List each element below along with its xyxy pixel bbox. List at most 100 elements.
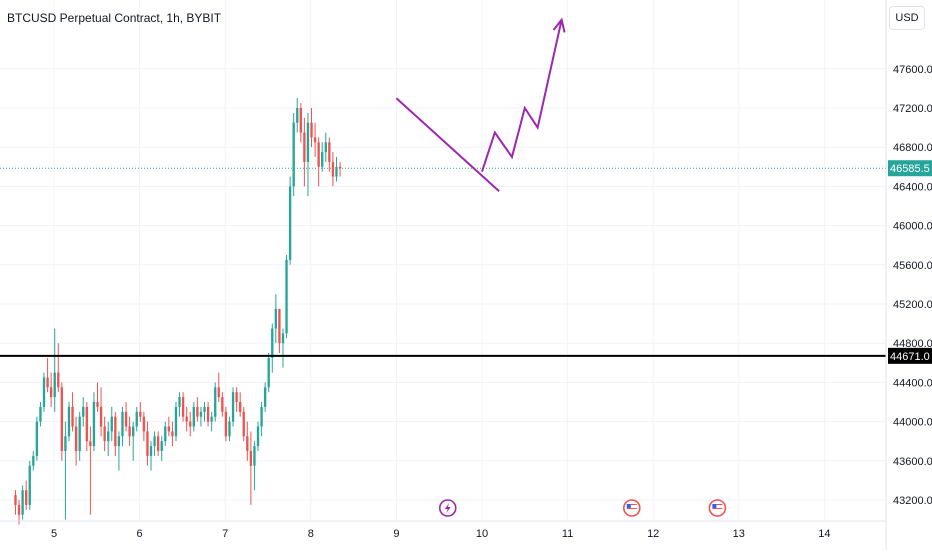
projection-arrowhead (552, 17, 566, 33)
price-axis[interactable] (886, 0, 932, 550)
candle-body (135, 411, 138, 427)
candle-body (321, 152, 324, 167)
candle-body (128, 426, 131, 437)
candle-body (46, 377, 49, 388)
y-tick-label: 46000.0 (893, 221, 932, 233)
y-tick-label: 45600.0 (893, 260, 932, 272)
x-tick-label: 9 (393, 528, 399, 540)
candle-body (146, 431, 149, 456)
candle-body (196, 406, 199, 417)
candle-body (110, 416, 113, 432)
candle-body (164, 426, 167, 442)
x-tick-label: 7 (222, 528, 228, 540)
trendline-drawing[interactable] (395, 97, 500, 193)
candle-body (92, 402, 96, 447)
candle-body (114, 416, 117, 447)
candle-body (57, 372, 60, 388)
candle-body (103, 426, 106, 442)
candle-body (67, 406, 71, 437)
candle-body (192, 406, 195, 427)
candle-body (25, 490, 28, 505)
candle-body (178, 397, 181, 407)
candle-body (153, 436, 156, 447)
candle-body (267, 357, 270, 388)
y-tick-label: 46400.0 (893, 181, 932, 193)
y-tick-label: 43200.0 (893, 495, 932, 507)
candle-body (82, 406, 85, 417)
us-flag-icon (712, 504, 723, 511)
candle-body (292, 122, 295, 187)
x-tick-label: 10 (476, 528, 488, 540)
y-tick-label: 43600.0 (893, 456, 932, 468)
candle-body (335, 166, 338, 177)
candle-body (117, 436, 121, 447)
x-tick-label: 8 (308, 528, 314, 540)
candle-body (278, 308, 281, 344)
candle-body (160, 441, 163, 451)
candle-body (53, 372, 56, 398)
y-tick-label: 44400.0 (893, 377, 932, 389)
candle-body (174, 406, 178, 437)
y-tick-label: 47600.0 (893, 64, 932, 76)
candle-body (271, 328, 274, 358)
candle-body (35, 421, 39, 456)
candle-body (96, 402, 99, 407)
candle-body (181, 397, 185, 417)
candle-body (132, 426, 135, 437)
candle-body (296, 108, 299, 123)
candle-body (206, 406, 210, 422)
candle-body (285, 259, 288, 334)
candle-body (210, 416, 213, 422)
candle-body (260, 406, 263, 427)
candle-body (324, 142, 327, 153)
last-price-label: 46585.5 (890, 163, 930, 175)
candle-body (139, 411, 142, 417)
candle-body (42, 377, 46, 407)
y-tick-label: 44000.0 (893, 417, 932, 429)
lightning-icon (444, 503, 451, 513)
candle-body (231, 392, 235, 422)
candle-body (14, 495, 17, 505)
candle-body (310, 122, 313, 138)
last-price-label-bg (888, 160, 932, 177)
candle-body (28, 465, 31, 505)
candle-body (167, 426, 171, 432)
y-tick-label: 44800.0 (893, 338, 932, 350)
projection-path-drawing[interactable] (481, 19, 563, 173)
candle-body (185, 416, 188, 422)
level-price-label-bg (888, 347, 932, 364)
candle-body (142, 416, 146, 432)
candle-body (99, 406, 103, 427)
currency-button[interactable]: USD (889, 6, 925, 30)
candle-body (78, 416, 81, 451)
candle-body (253, 446, 256, 466)
candle-body (235, 392, 238, 402)
candle-body (331, 161, 335, 177)
candle-body (263, 387, 267, 407)
candle-body (21, 490, 24, 515)
candle-body (71, 406, 74, 427)
candle-body (228, 421, 231, 437)
candle-body (49, 387, 53, 398)
candle-body (39, 406, 42, 422)
candle-body (64, 436, 67, 451)
candle-body (313, 137, 317, 143)
x-tick-label: 11 (562, 528, 573, 540)
candle-body (249, 451, 253, 466)
y-tick-label: 45200.0 (893, 299, 932, 311)
candle-body (74, 426, 78, 451)
candle-body (85, 406, 88, 442)
candle-body (32, 455, 35, 466)
us-flag-icon (626, 504, 637, 511)
candle-body (328, 142, 331, 162)
x-tick-label: 14 (818, 528, 830, 540)
candle-body (274, 308, 278, 329)
y-tick-label: 46800.0 (893, 142, 932, 154)
candle-body (203, 406, 206, 412)
candle-body (317, 142, 320, 167)
candle-body (221, 397, 224, 412)
x-tick-label: 13 (733, 528, 745, 540)
candle-body (89, 441, 92, 447)
